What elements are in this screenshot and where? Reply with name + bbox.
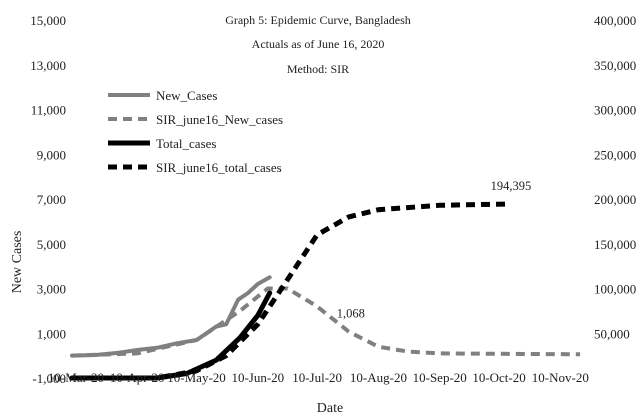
left-y-tick-label: 1,000: [37, 326, 66, 341]
data-label-annotation: 1,068: [337, 307, 365, 321]
left-y-tick-label: 3,000: [37, 282, 66, 297]
series-line-sir-june16-total-cases: [72, 201, 509, 381]
data-label-annotation: 194,395: [491, 179, 532, 193]
chart-title: Graph 5: Epidemic Curve, Bangladesh Actu…: [225, 13, 411, 76]
x-tick-label: 10-Mar-20: [48, 370, 104, 385]
chart-title-line-3: Method: SIR: [287, 62, 349, 76]
left-y-tick-label: 5,000: [37, 237, 66, 252]
legend-label-sir-june16-new-cases: SIR_june16_New_cases: [156, 112, 283, 127]
left-y-tick-label: 13,000: [30, 58, 66, 73]
right-y-tick-label: 200,000: [594, 192, 636, 207]
x-tick-label: 10-Aug-20: [350, 370, 407, 385]
series-line-new-cases: [70, 275, 272, 358]
right-y-tick-label: 400,000: [594, 13, 636, 28]
right-y-tick-label: 250,000: [594, 147, 636, 162]
chart-title-line-1: Graph 5: Epidemic Curve, Bangladesh: [225, 13, 411, 27]
x-tick-label: 10-Nov-20: [532, 370, 589, 385]
x-tick-label: 10-May-20: [167, 370, 226, 385]
legend-label-new-cases: New_Cases: [156, 88, 217, 103]
x-axis-label: Date: [317, 401, 343, 416]
right-y-tick-label: 150,000: [594, 237, 636, 252]
series-line-sir-june16-new-cases: [71, 286, 581, 358]
x-tick-label: 10-Jul-20: [292, 370, 342, 385]
x-tick-label: 10-Jun-20: [231, 370, 284, 385]
left-y-tick-label: 15,000: [30, 13, 66, 28]
chart-title-line-2: Actuals as of June 16, 2020: [252, 37, 385, 51]
y-axis-label: New Cases: [10, 231, 25, 294]
x-tick-label: 10-Sep-20: [413, 370, 467, 385]
right-y-tick-label: 100,000: [594, 282, 636, 297]
legend-label-sir-june16-total-cases: SIR_june16_total_cases: [156, 160, 282, 175]
x-axis-ticks: 10-Mar-20 10-Apr-20 10-May-20 10-Jun-20 10-J…: [48, 370, 589, 385]
x-tick-label: 10-Oct-20: [472, 370, 525, 385]
annotations: 1,068 194,395: [337, 179, 532, 321]
legend-label-total-cases: Total_cases: [156, 136, 216, 151]
right-y-tick-label: 350,000: [594, 58, 636, 73]
series-line-total-cases: [69, 290, 273, 381]
right-y-axis-ticks: 50,000 100,000 150,000 200,000 250,000 300,00…: [594, 13, 636, 341]
right-y-tick-label: 300,000: [594, 103, 636, 118]
left-y-tick-label: 9,000: [37, 147, 66, 162]
legend: New_Cases SIR_june16_New_cases Total_cases…: [108, 88, 283, 175]
x-tick-label: 10-Apr-20: [110, 370, 165, 385]
right-y-tick-label: 50,000: [594, 326, 630, 341]
left-y-tick-label: -1,000: [32, 371, 66, 386]
left-y-axis-ticks: -1,000 1,000 3,000 5,000 7,000 9,000 11,000 13,…: [30, 13, 66, 386]
left-y-tick-label: 11,000: [31, 103, 66, 118]
series-layer: [69, 201, 581, 381]
left-y-tick-label: 7,000: [37, 192, 66, 207]
